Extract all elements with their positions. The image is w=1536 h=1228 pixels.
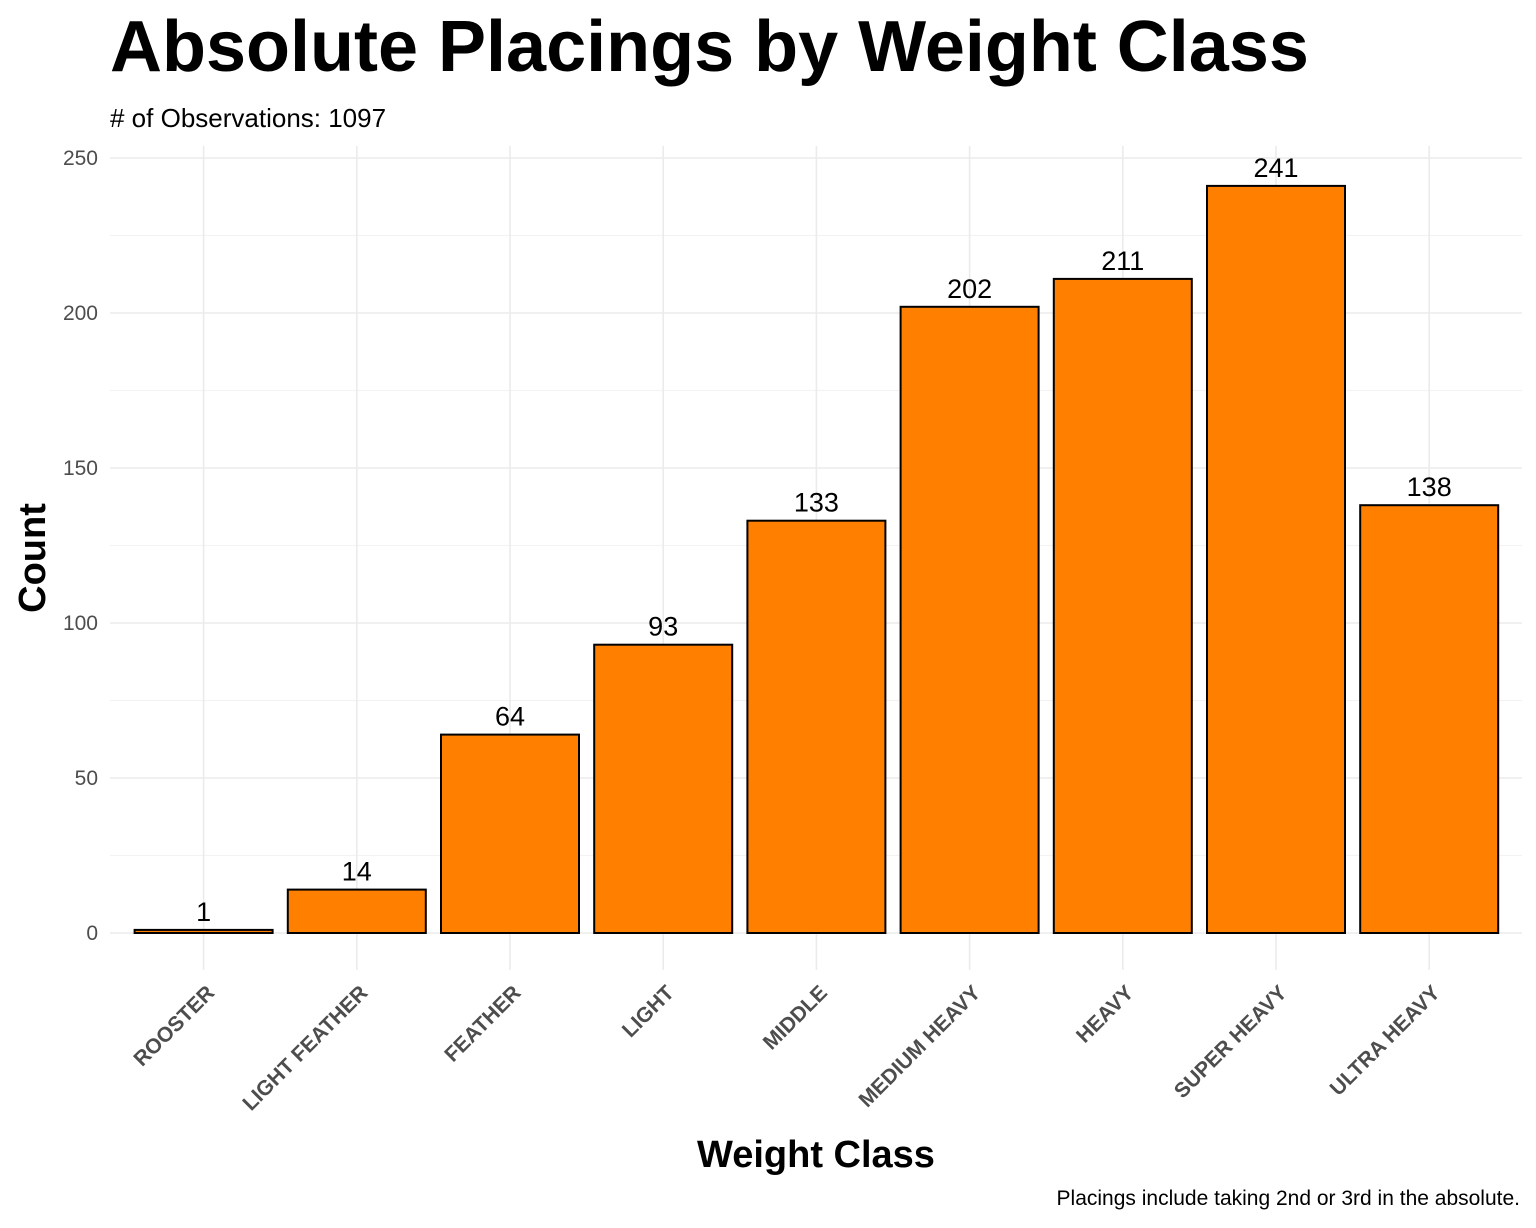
bar: [593, 643, 734, 934]
bar: [286, 888, 427, 934]
chart-title: Absolute Placings by Weight Class: [110, 7, 1309, 87]
data-label: 14: [342, 857, 372, 887]
data-label: 1: [196, 897, 211, 927]
x-tick-label: MEDIUM HEAVY: [854, 981, 985, 1112]
y-tick-label: 250: [63, 147, 98, 170]
x-tick-label: FEATHER: [440, 981, 525, 1066]
data-label: 64: [495, 702, 525, 732]
x-tick-label: MIDDLE: [759, 981, 832, 1054]
data-label: 138: [1407, 472, 1452, 502]
x-tick-label: ROOSTER: [129, 981, 219, 1071]
x-axis-ticks: ROOSTER LIGHT FEATHER FEATHER LIGHT MIDDLE ME…: [129, 981, 1444, 1115]
x-axis-title: Weight Class: [697, 1134, 935, 1176]
bar: [133, 928, 274, 935]
data-label: 202: [947, 274, 992, 304]
bar: [1359, 504, 1500, 934]
bar: [1206, 184, 1346, 934]
x-tick-label: SUPER HEAVY: [1170, 981, 1292, 1103]
chart-subtitle: # of Observations: 1097: [110, 103, 387, 133]
bar: [899, 305, 1040, 934]
y-tick-label: 0: [86, 922, 98, 945]
bar: [440, 733, 580, 934]
y-tick-label: 100: [63, 612, 98, 635]
data-label: 133: [794, 488, 839, 518]
data-label: 211: [1101, 246, 1144, 276]
bar: [1052, 277, 1193, 934]
data-label: 93: [648, 612, 678, 642]
x-tick-label: LIGHT FEATHER: [238, 981, 372, 1115]
bars-layer: [133, 184, 1500, 935]
y-axis-ticks: 0 50 100 150 200 250: [63, 147, 98, 945]
x-tick-label: HEAVY: [1072, 981, 1138, 1047]
y-tick-label: 150: [63, 457, 98, 480]
chart-caption: Placings include taking 2nd or 3rd in th…: [1056, 1187, 1520, 1210]
bar: [746, 519, 887, 934]
data-labels-layer: 1 14 64 93 133 202 211 241 138: [196, 153, 1452, 927]
y-tick-label: 200: [63, 302, 98, 325]
y-axis-title: Count: [12, 503, 54, 613]
data-label: 241: [1253, 153, 1298, 183]
x-tick-label: ULTRA HEAVY: [1326, 981, 1445, 1100]
x-tick-label: LIGHT: [618, 981, 679, 1042]
y-tick-label: 50: [75, 767, 98, 790]
